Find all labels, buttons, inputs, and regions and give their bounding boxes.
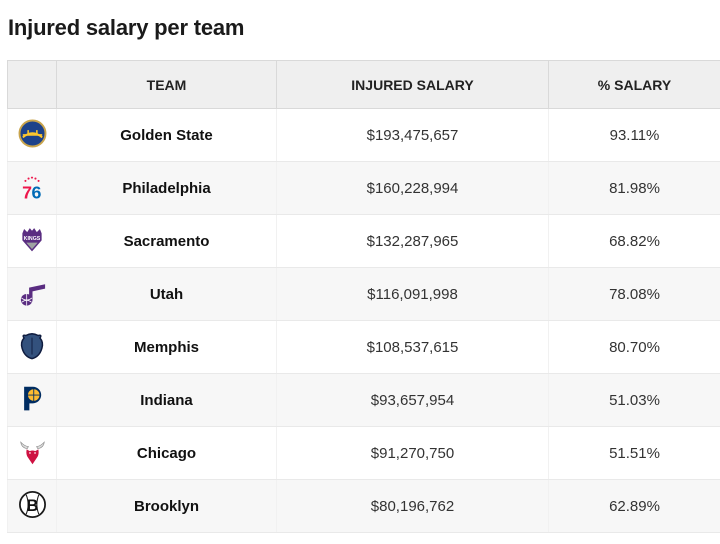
pct-salary-value: 80.70% (549, 321, 720, 374)
table-row: KINGS Sacramento $132,287,965 68.82% (8, 215, 720, 268)
team-name: Golden State (57, 109, 277, 162)
team-name: Philadelphia (57, 162, 277, 215)
team-logo-cell (8, 109, 57, 162)
pct-salary-value: 51.03% (549, 374, 720, 427)
table-row: 7 6 Philadelphia $160,228,994 81.98% (8, 162, 720, 215)
table-header-row: TEAM INJURED SALARY % SALARY (8, 61, 720, 109)
team-logo-cell: 7 6 (8, 162, 57, 215)
chicago-bulls-logo-icon (15, 435, 49, 469)
injured-salary-value: $116,091,998 (277, 268, 549, 321)
column-header-injured-salary: INJURED SALARY (277, 61, 549, 109)
pct-salary-value: 93.11% (549, 109, 720, 162)
injured-salary-value: $91,270,750 (277, 427, 549, 480)
table-row: Chicago $91,270,750 51.51% (8, 427, 720, 480)
injured-salary-table: TEAM INJURED SALARY % SALARY Golden Stat… (7, 60, 720, 533)
pct-salary-value: 51.51% (549, 427, 720, 480)
pct-salary-value: 78.08% (549, 268, 720, 321)
pct-salary-value: 81.98% (549, 162, 720, 215)
team-logo-cell (8, 427, 57, 480)
pct-salary-value: 62.89% (549, 480, 720, 533)
golden-state-warriors-logo-icon (15, 117, 49, 151)
injured-salary-value: $93,657,954 (277, 374, 549, 427)
team-name: Indiana (57, 374, 277, 427)
team-name: Brooklyn (57, 480, 277, 533)
table-row: B Brooklyn $80,196,762 62.89% (8, 480, 720, 533)
column-header-logo (8, 61, 57, 109)
injured-salary-value: $132,287,965 (277, 215, 549, 268)
team-logo-cell (8, 268, 57, 321)
team-logo-cell: B (8, 480, 57, 533)
svg-text:KINGS: KINGS (24, 236, 41, 242)
memphis-grizzlies-logo-icon (15, 329, 49, 363)
team-name: Sacramento (57, 215, 277, 268)
team-logo-cell: KINGS (8, 215, 57, 268)
page-title: Injured salary per team (8, 15, 720, 41)
sacramento-kings-logo-icon: KINGS (15, 223, 49, 257)
table-row: Golden State $193,475,657 93.11% (8, 109, 720, 162)
indiana-pacers-logo-icon (15, 382, 49, 416)
table-row: Memphis $108,537,615 80.70% (8, 321, 720, 374)
table-row: Utah $116,091,998 78.08% (8, 268, 720, 321)
team-logo-cell (8, 374, 57, 427)
brooklyn-nets-logo-icon: B (15, 488, 49, 522)
team-name: Memphis (57, 321, 277, 374)
column-header-pct-salary: % SALARY (549, 61, 720, 109)
table-row: Indiana $93,657,954 51.03% (8, 374, 720, 427)
team-name: Chicago (57, 427, 277, 480)
pct-salary-value: 68.82% (549, 215, 720, 268)
svg-text:6: 6 (32, 182, 42, 202)
injured-salary-value: $160,228,994 (277, 162, 549, 215)
team-name: Utah (57, 268, 277, 321)
injured-salary-value: $193,475,657 (277, 109, 549, 162)
team-logo-cell (8, 321, 57, 374)
injured-salary-value: $80,196,762 (277, 480, 549, 533)
column-header-team: TEAM (57, 61, 277, 109)
svg-text:B: B (26, 497, 38, 515)
page: { "page": { "title": "Injured salary per… (0, 15, 720, 544)
injured-salary-value: $108,537,615 (277, 321, 549, 374)
utah-jazz-logo-icon (15, 276, 49, 310)
philadelphia-76ers-logo-icon: 7 6 (15, 170, 49, 204)
